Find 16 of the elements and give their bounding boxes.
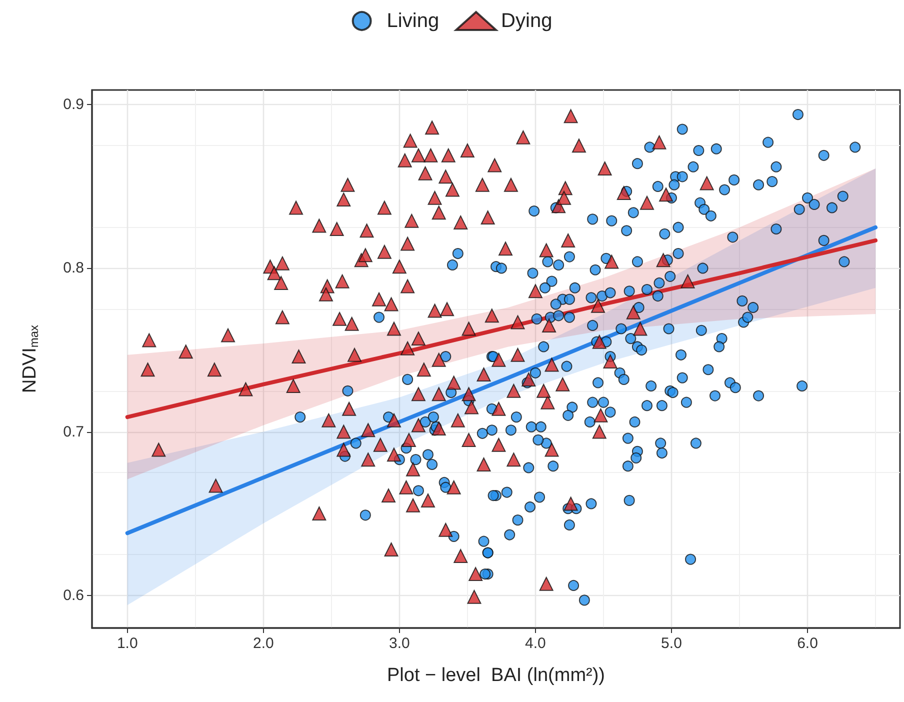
y-tick-label: 0.8 xyxy=(63,260,84,277)
x-tick-label: 5.0 xyxy=(661,635,682,652)
y-tick-label: 0.9 xyxy=(63,96,84,114)
y-tick-label: 0.7 xyxy=(63,423,84,440)
x-tick-label: 2.0 xyxy=(252,635,274,652)
x-axis-title: Plot − level BAI (ln(mm²)) xyxy=(386,665,606,686)
line-series xyxy=(125,238,878,420)
legend-label: Dying xyxy=(501,10,552,32)
x-tick-label: 1.0 xyxy=(116,635,138,652)
y-axis-title: NDVImax xyxy=(20,324,41,394)
x-tick-label: 4.0 xyxy=(525,635,546,652)
x-tick-label: 3.0 xyxy=(388,635,410,652)
line-series xyxy=(125,225,878,536)
y-tick-label: 0.6 xyxy=(63,586,84,604)
x-tick-label: 6.0 xyxy=(797,635,818,652)
legend-label: Living xyxy=(386,10,440,32)
